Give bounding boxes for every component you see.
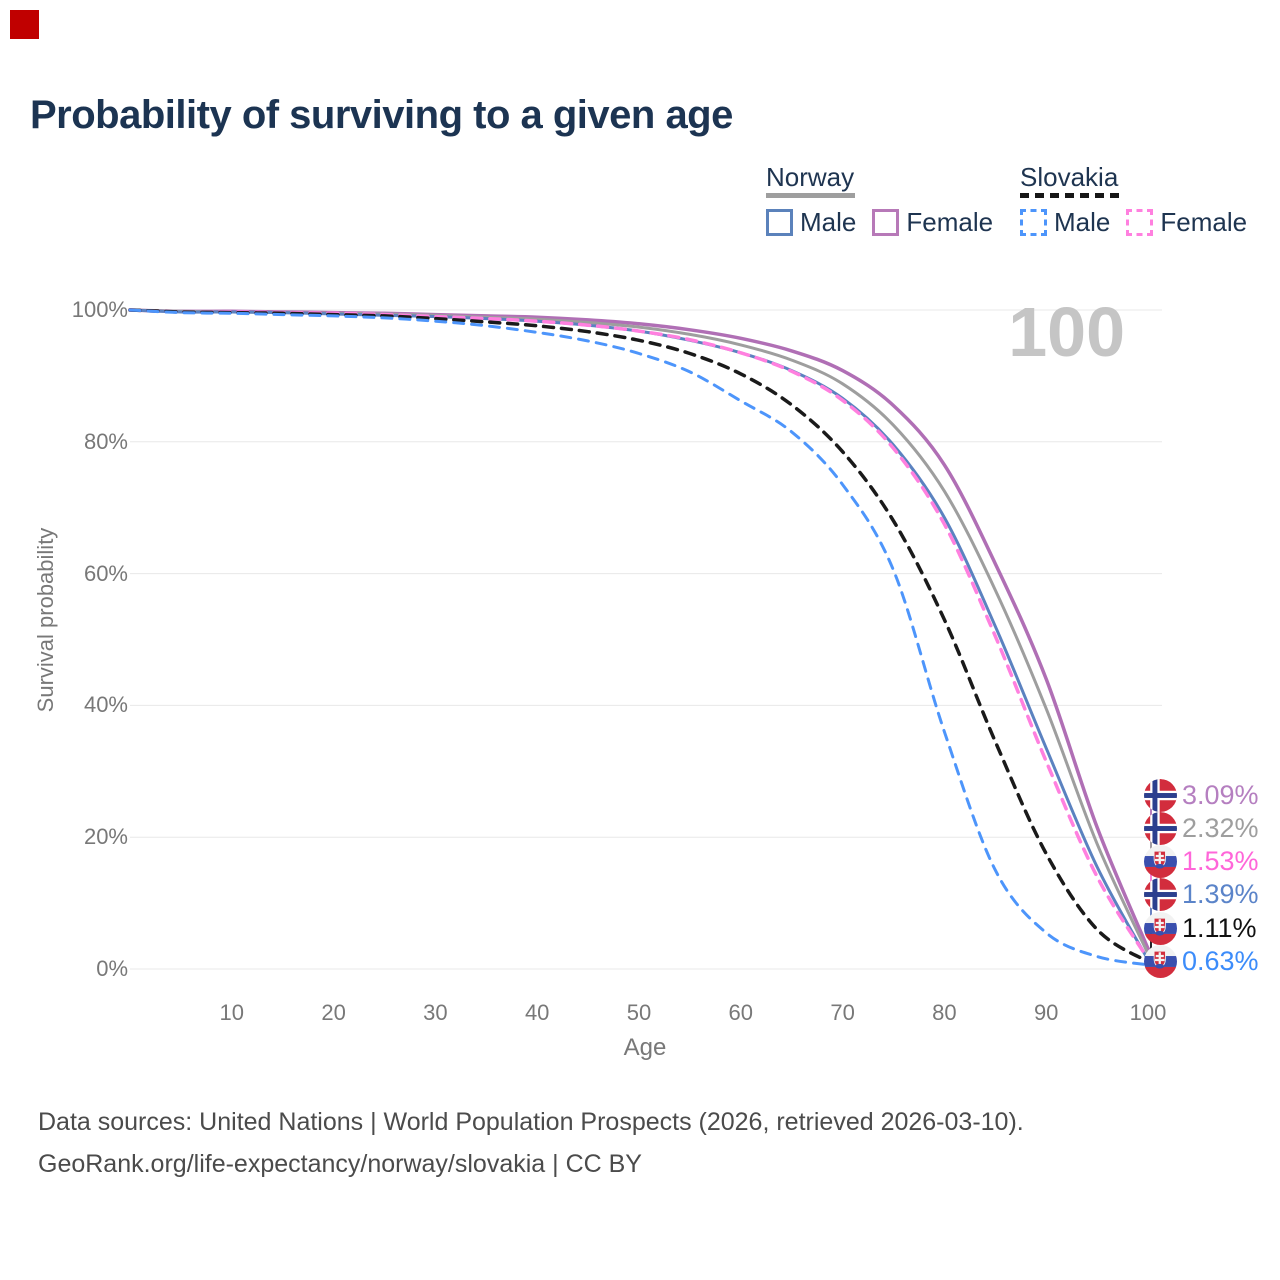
x-tick-label-70: 70 (830, 1000, 855, 1025)
curve-norway[interactable] (128, 308, 1150, 956)
x-tick-label-40: 40 (524, 1000, 550, 1025)
end-label-value: 1.11% (1182, 913, 1257, 943)
slovakia-flag-icon (1144, 844, 1177, 878)
legend-item-label: Male (800, 207, 857, 237)
age-counter-watermark: 100 (1008, 293, 1125, 371)
legend-group-slovakia: Slovakia Male Female (1020, 163, 1263, 238)
x-tick-label-20: 20 (321, 1000, 346, 1025)
legend-group-norway: Norway Male Female (766, 163, 1009, 238)
x-axis-title: Age (623, 1034, 667, 1061)
end-label-slovakia-male[interactable]: 0.63% (1144, 944, 1259, 978)
y-axis-title: Survival probability (33, 527, 58, 713)
slovakia-male-swatch-icon (1020, 209, 1047, 236)
y-tick-label-100: 100% (71, 297, 128, 322)
legend-norway-label[interactable]: Norway (766, 162, 855, 192)
page-title: Probability of surviving to a given age (30, 93, 733, 137)
slovakia-female-swatch-icon (1126, 209, 1154, 236)
legend-item-label: Female (1160, 207, 1248, 237)
norway-flag-icon (1144, 778, 1177, 812)
y-tick-label-40: 40% (83, 692, 128, 718)
legend-item-norway-male[interactable]: Male (766, 207, 856, 238)
x-tick-label-10: 10 (219, 1000, 245, 1025)
end-label-value: 2.32% (1182, 813, 1259, 843)
end-label-slovakia-female[interactable]: 1.53% (1144, 844, 1259, 878)
x-tick-label-30: 30 (423, 1000, 448, 1025)
end-label-value: 3.09% (1182, 780, 1259, 810)
y-tick-label-80: 80% (83, 428, 128, 454)
legend-item-slovakia-male[interactable]: Male (1020, 207, 1110, 238)
end-label-norway[interactable]: 2.32% (1144, 811, 1259, 845)
norway-male-swatch-icon (766, 209, 793, 236)
norway-flag-icon (1144, 811, 1177, 845)
norway-female-swatch-icon (872, 209, 900, 236)
x-tick-label-80: 80 (932, 1000, 957, 1025)
slovakia-flag-icon (1144, 944, 1177, 978)
slovakia-flag-icon (1144, 911, 1177, 945)
x-tick-label-100: 100 (1129, 1000, 1167, 1025)
legend-item-label: Male (1054, 207, 1111, 237)
curve-slovakia-male[interactable] (128, 308, 1150, 967)
legend-item-label: Female (906, 207, 994, 237)
curve-slovakia-female[interactable] (128, 308, 1150, 961)
x-tick-label-60: 60 (728, 1000, 754, 1025)
legend-item-slovakia-female[interactable]: Female (1126, 207, 1247, 238)
norway-flag-icon (1144, 877, 1177, 911)
slovakia-line-sample (1020, 193, 1120, 198)
end-label-value: 1.53% (1182, 846, 1259, 876)
legend-item-norway-female[interactable]: Female (872, 207, 993, 238)
y-tick-label-0: 0% (96, 956, 128, 981)
end-label-value: 1.39% (1182, 879, 1259, 909)
end-label-norway-female[interactable]: 3.09% (1144, 778, 1259, 812)
end-label-slovakia[interactable]: 1.11% (1144, 911, 1257, 945)
footer-data-sources: Data sources: United Nations | World Pop… (38, 1108, 1024, 1136)
x-tick-label-50: 50 (626, 1000, 652, 1025)
y-tick-label-20: 20% (83, 824, 128, 850)
end-label-value: 0.63% (1182, 946, 1259, 976)
corner-marker (10, 10, 39, 39)
norway-line-sample (766, 193, 855, 198)
y-tick-label-60: 60% (83, 560, 128, 586)
x-tick-label-90: 90 (1033, 1000, 1059, 1025)
legend-slovakia-label[interactable]: Slovakia (1020, 162, 1119, 192)
end-label-norway-male[interactable]: 1.39% (1144, 877, 1259, 911)
footer-attribution-link[interactable]: GeoRank.org/life-expectancy/norway/slova… (38, 1150, 642, 1178)
